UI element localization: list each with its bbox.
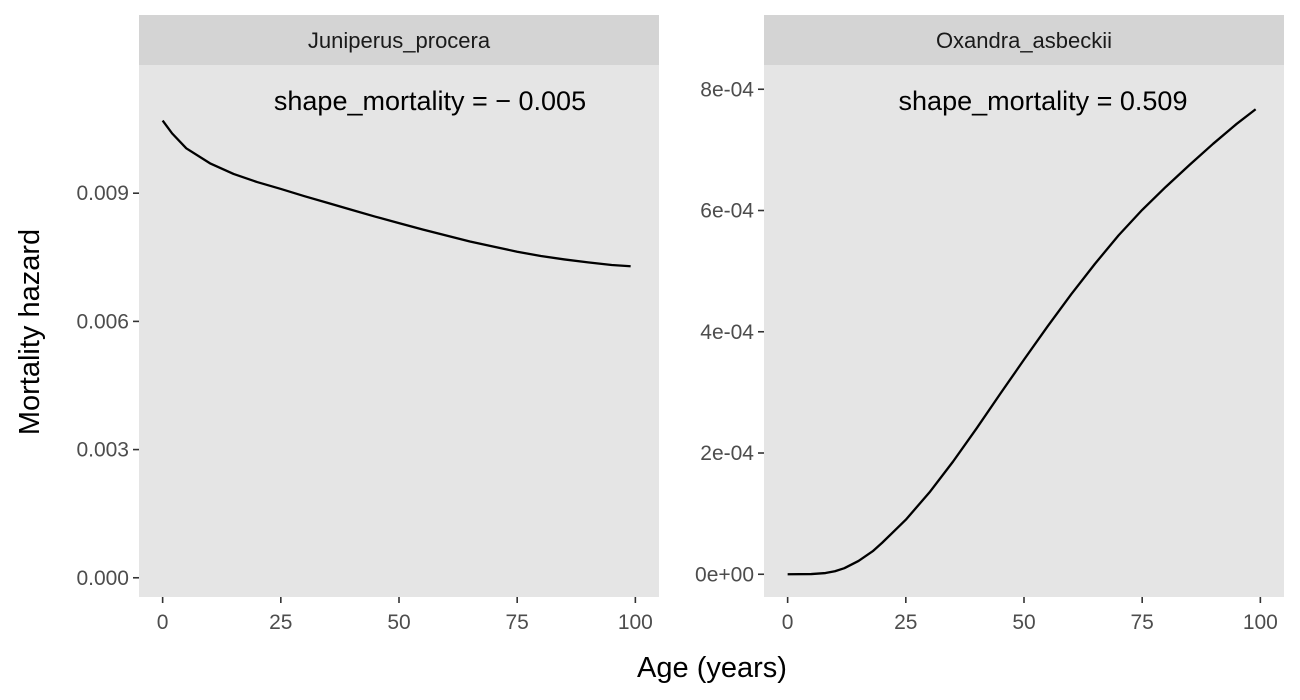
panel-strip [764,15,1284,65]
panel-background [139,15,659,597]
x-tick-label: 0 [782,611,794,634]
series-line [161,119,631,268]
y-tick-label: 4e-04 [700,321,754,344]
panel-background [764,15,1284,597]
x-tick-label: 50 [1012,611,1035,634]
y-tick-label: 0.009 [76,182,129,205]
panel-annotation: shape_mortality = 0.509 [899,86,1188,116]
y-tick-label: 0e+00 [695,563,754,586]
y-tick-label: 8e-04 [700,78,754,101]
panel-title: Oxandra_asbeckii [936,28,1112,53]
x-tick-label: 25 [269,611,292,634]
panel-annotation: shape_mortality = − 0.005 [274,86,586,116]
x-axis-title: Age (years) [637,652,787,684]
y-tick-label: 0.003 [76,439,129,462]
x-tick-label: 100 [1243,611,1278,634]
series-line [787,108,1257,576]
y-axis-title: Mortality hazard [14,229,46,435]
x-tick-label: 75 [1131,611,1154,634]
facet-panel: Oxandra_asbeckii 0e+00 2e-04 4e-04 6e-04 8e-0… [695,15,1284,634]
y-tick-label: 0.000 [76,567,129,590]
x-tick-label: 100 [618,611,653,634]
x-tick-label: 25 [894,611,917,634]
x-tick-label: 50 [387,611,410,634]
y-tick-label: 2e-04 [700,442,754,465]
x-tick-label: 75 [506,611,529,634]
x-tick-label: 0 [157,611,169,634]
facet-panel: Juniperus_procera 0.000 0.003 0.006 0.009 0 25… [76,15,659,634]
facet-panels: Juniperus_procera 0.000 0.003 0.006 0.009 0 25… [76,15,1284,634]
y-tick-label: 0.006 [76,310,129,333]
y-tick-label: 6e-04 [700,200,754,223]
panel-title: Juniperus_procera [308,28,491,53]
panel-strip [139,15,659,65]
